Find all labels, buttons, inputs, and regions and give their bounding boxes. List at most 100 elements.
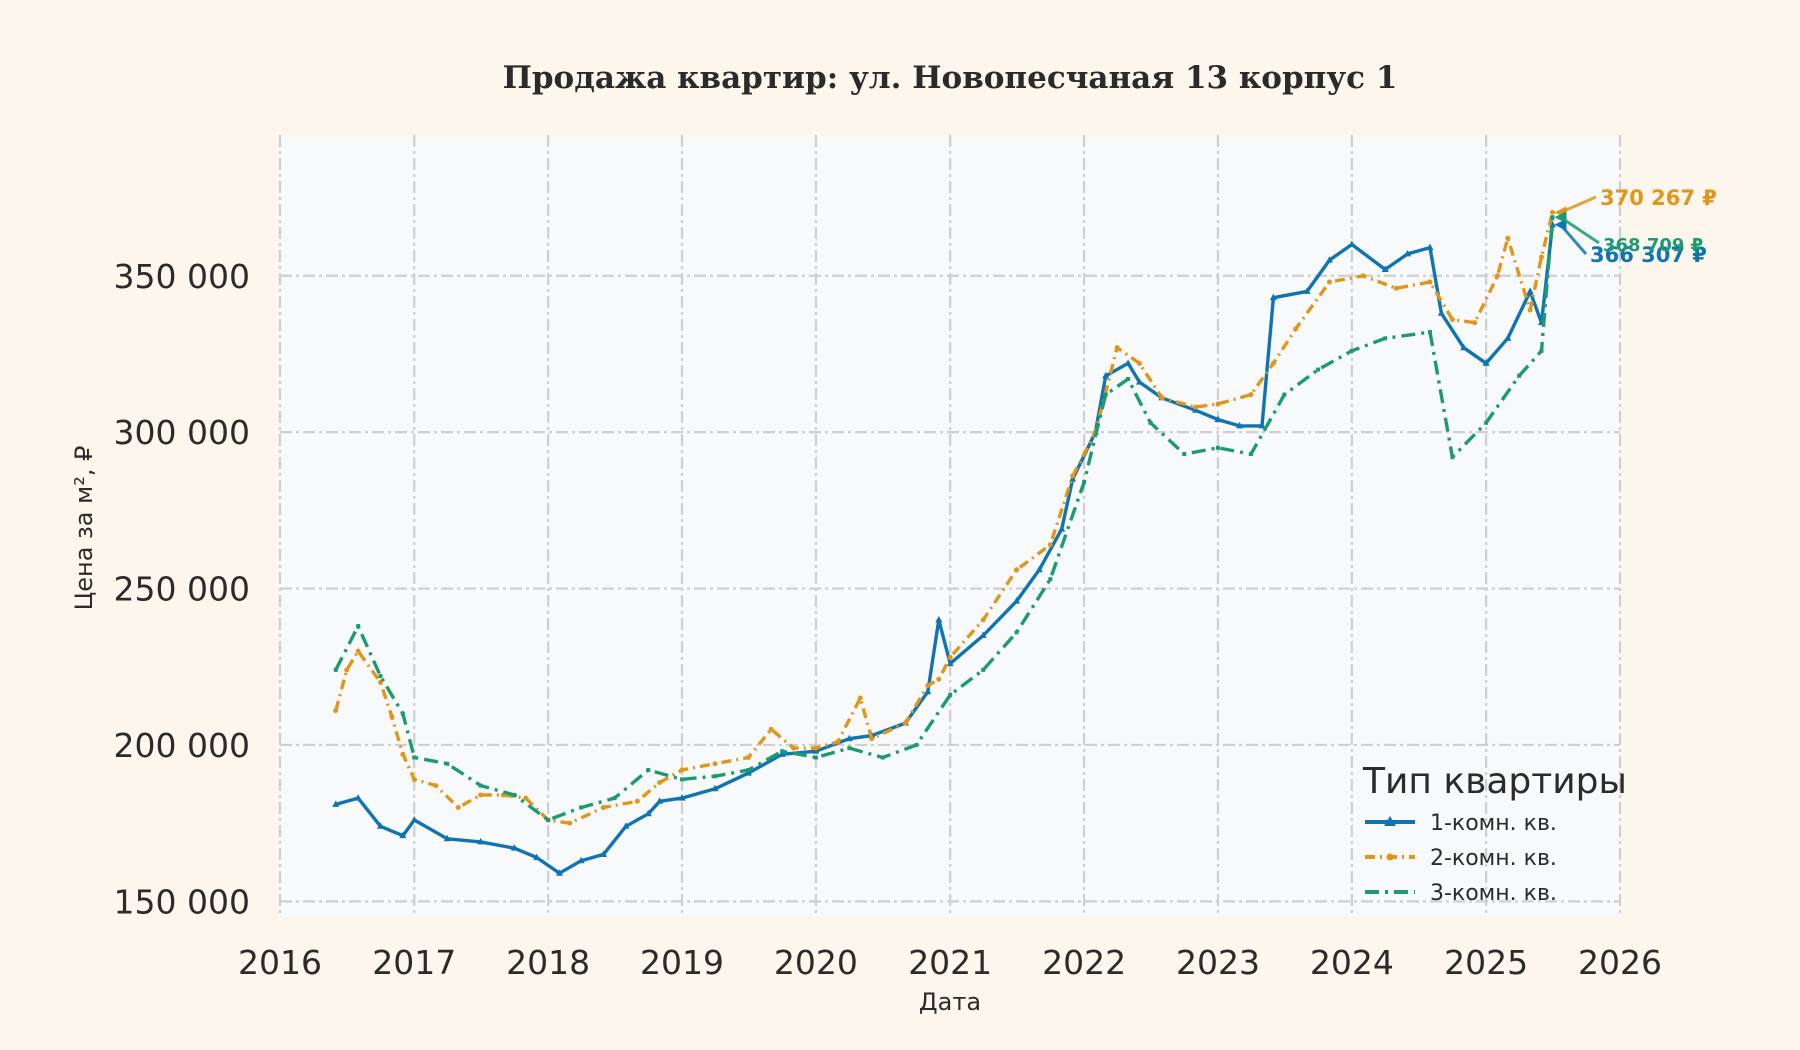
data-point (1014, 630, 1019, 635)
data-point (1248, 452, 1253, 457)
data-point (1517, 373, 1522, 378)
data-point (1505, 235, 1511, 241)
data-point (1539, 348, 1544, 353)
data-point (845, 734, 853, 742)
data-point (1282, 392, 1287, 397)
data-point (1035, 565, 1043, 573)
data-point (935, 615, 943, 623)
data-point (1013, 597, 1021, 604)
data-point (924, 687, 932, 695)
data-point (936, 676, 942, 682)
x-tick-label: 2021 (908, 943, 992, 982)
data-point (510, 844, 518, 851)
data-point (778, 750, 786, 757)
data-point (644, 809, 652, 817)
data-point (332, 800, 340, 807)
data-point (1393, 285, 1399, 291)
data-point (1124, 359, 1132, 366)
data-point (813, 745, 819, 751)
data-point (979, 631, 987, 638)
data-point (1427, 330, 1432, 335)
data-point (445, 761, 450, 766)
data-point (768, 726, 774, 732)
data-point (477, 837, 485, 845)
data-point (656, 797, 664, 804)
data-point (869, 736, 875, 742)
data-point (1437, 309, 1445, 316)
data-point (355, 648, 361, 654)
legend-marker-1 (1384, 816, 1396, 826)
data-point (410, 816, 418, 823)
data-point (1136, 360, 1142, 366)
legend-title: Тип квартиры (1362, 761, 1627, 802)
data-point (1348, 240, 1356, 247)
data-point (1082, 480, 1087, 485)
data-point (744, 769, 752, 776)
data-point (579, 805, 584, 810)
data-point (378, 674, 383, 679)
data-point (1360, 273, 1366, 279)
end-value-label: 366 307 ₽ (1590, 243, 1707, 267)
legend: Тип квартиры 1-комн. кв. 2-комн. кв. 3-к… (1362, 761, 1627, 906)
end-labels-group: 366 307 ₽ 370 267 ₽ 368 709 ₽ (1554, 186, 1717, 267)
data-point (1472, 320, 1478, 326)
data-point (1269, 293, 1277, 301)
data-point (925, 683, 931, 689)
series-line-1 (335, 224, 1555, 875)
data-point (902, 720, 908, 726)
data-point (356, 624, 361, 629)
data-point (1450, 455, 1455, 460)
data-point (478, 792, 484, 798)
data-point (1248, 392, 1254, 398)
data-point (1426, 243, 1434, 251)
data-point (646, 767, 651, 772)
x-tick-label: 2024 (1310, 943, 1394, 982)
data-point (1047, 542, 1053, 548)
data-point (1014, 567, 1020, 573)
data-point (1349, 348, 1354, 353)
data-point (333, 667, 338, 672)
data-point (1482, 359, 1490, 366)
data-point (433, 783, 439, 789)
data-point (567, 820, 573, 826)
data-point (745, 754, 751, 760)
data-point (377, 822, 385, 829)
data-point (680, 777, 685, 782)
data-point (946, 659, 954, 667)
data-point (1316, 367, 1321, 372)
data-point (1484, 420, 1489, 425)
data-point (546, 818, 551, 823)
data-point (746, 767, 751, 772)
data-point (657, 779, 663, 785)
data-point (948, 692, 953, 697)
data-point (1494, 273, 1500, 279)
grid (278, 135, 1622, 917)
data-point (1527, 307, 1533, 313)
data-point (412, 755, 417, 760)
data-point (1539, 254, 1545, 260)
data-point (333, 708, 339, 714)
data-point (679, 767, 685, 773)
legend-label-2: 2-комн. кв. (1430, 846, 1557, 871)
x-tick-label: 2018 (506, 943, 590, 982)
end-label-arrowhead (1554, 211, 1567, 224)
data-point (1504, 334, 1512, 341)
legend-label-1: 1-комн. кв. (1430, 811, 1557, 836)
data-point (1325, 256, 1333, 263)
data-point (1114, 345, 1120, 351)
data-point (1270, 360, 1276, 366)
data-point (1103, 392, 1108, 397)
data-point (556, 869, 564, 876)
data-point (389, 714, 395, 720)
data-point (1215, 401, 1221, 407)
data-point (622, 822, 630, 829)
data-point (634, 798, 640, 804)
x-tick-label: 2017 (372, 943, 456, 982)
data-point (678, 794, 686, 801)
data-point (980, 617, 986, 623)
data-point (1383, 336, 1388, 341)
y-tick-label: 300 000 (114, 413, 250, 452)
end-value-label: 370 267 ₽ (1600, 186, 1717, 210)
end-label-arrowhead (1554, 218, 1567, 231)
data-point (400, 751, 406, 757)
